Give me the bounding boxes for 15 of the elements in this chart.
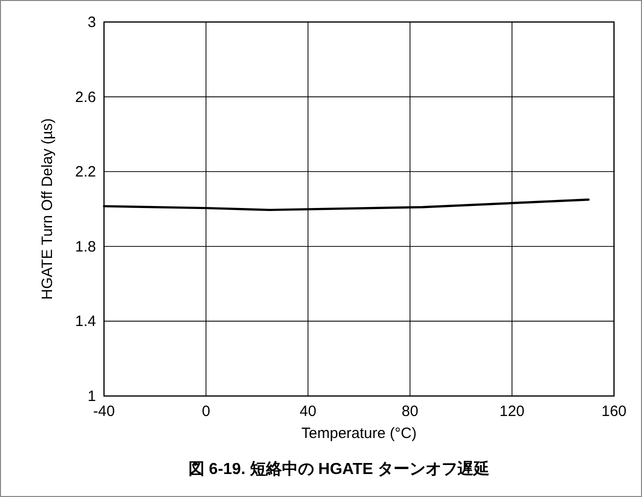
y-tick-label: 1 [88, 388, 96, 405]
x-tick-label: 160 [601, 403, 627, 420]
x-tick-label: 40 [300, 403, 316, 420]
text: 図 6-19. 短絡中の HGATE ターンオフ遅延 [188, 460, 490, 478]
x-tick-label: 120 [499, 403, 525, 420]
y-tick-label: 2.6 [75, 88, 96, 106]
x-tick-label: 0 [202, 403, 210, 420]
y-tick-label: 3 [88, 14, 96, 31]
y-tick-label: 2.2 [75, 164, 96, 181]
y-tick-label: 1.8 [75, 238, 96, 256]
x-axis-title: Temperature (°C) [301, 425, 417, 442]
y-axis-title: HGATE Turn Off Delay (µs) [39, 118, 56, 300]
y-tick-label: 1.4 [75, 313, 96, 330]
x-tick-label: 80 [402, 403, 418, 420]
x-tick-label: -40 [93, 403, 115, 420]
